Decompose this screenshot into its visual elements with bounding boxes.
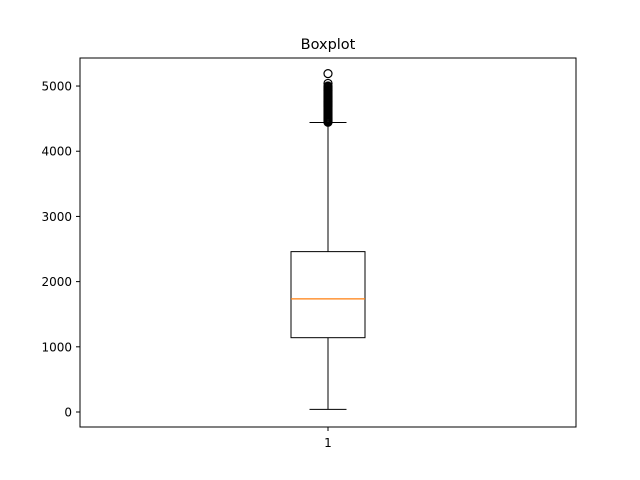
y-tick-label: 5000 (41, 80, 72, 94)
y-tick-label: 4000 (41, 145, 72, 159)
y-tick-label: 2000 (41, 275, 72, 289)
outlier-point (323, 78, 333, 89)
outlier-point (323, 69, 333, 79)
chart-title: Boxplot (301, 37, 356, 53)
y-tick-label: 1000 (41, 340, 72, 354)
y-tick-label: 0 (64, 406, 72, 420)
y-tick-label: 3000 (41, 210, 72, 224)
box-series (290, 69, 366, 410)
plot-area-frame (79, 57, 577, 428)
x-tick-label: 1 (324, 436, 332, 450)
x-axis: 1 (324, 427, 332, 450)
iqr-box (290, 251, 366, 339)
y-axis: 0 1000 2000 3000 4000 5000 (41, 80, 80, 420)
outlier-point (323, 81, 333, 91)
